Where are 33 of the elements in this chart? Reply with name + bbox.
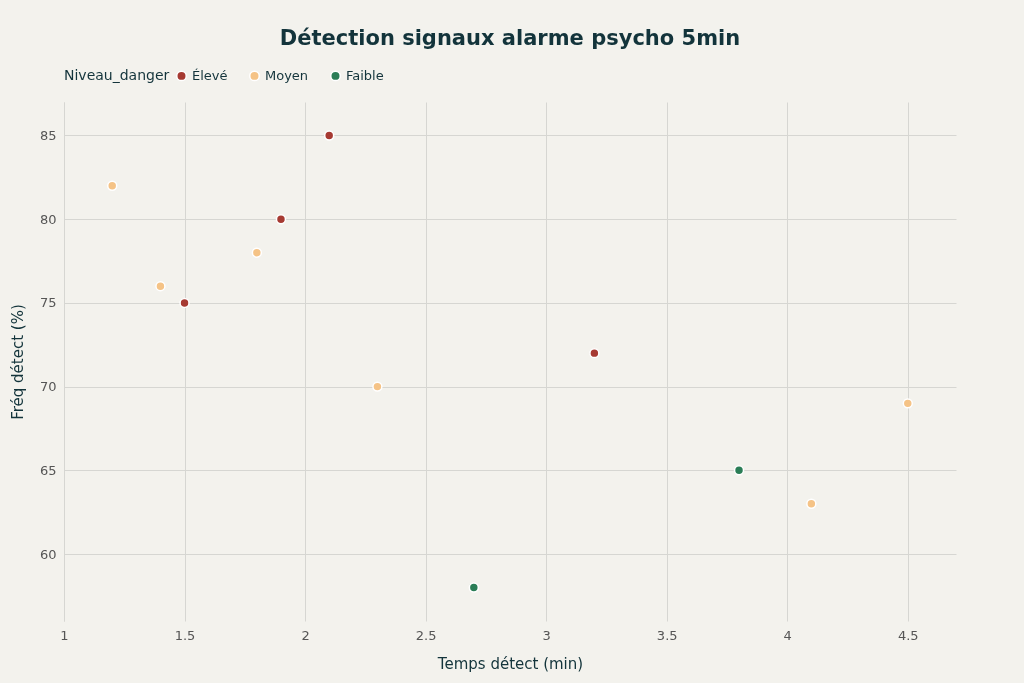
x-axis-title: Temps détect (min) xyxy=(436,654,584,673)
legend-label: Moyen xyxy=(265,67,309,83)
y-tick-label: 85 xyxy=(39,127,57,143)
y-tick-label: 65 xyxy=(39,462,57,478)
y-tick-label: 75 xyxy=(39,295,57,311)
x-tick-label: 3 xyxy=(542,627,551,643)
x-tick-label: 2.5 xyxy=(415,627,437,643)
point xyxy=(902,398,914,409)
point xyxy=(372,381,383,392)
point xyxy=(275,213,287,225)
point xyxy=(468,582,480,593)
point xyxy=(806,498,817,510)
point xyxy=(733,465,745,476)
legend-title: Niveau_danger xyxy=(64,67,170,83)
legend-label: Faible xyxy=(346,67,384,83)
legend-label: Élevé xyxy=(192,67,228,83)
x-tick-label: 3.5 xyxy=(656,627,678,643)
x-tick-label: 4.5 xyxy=(897,627,919,643)
point xyxy=(323,130,335,141)
x-tick-label: 4 xyxy=(783,627,792,643)
y-tick-label: 60 xyxy=(39,546,57,562)
x-tick-label: 2 xyxy=(301,627,310,643)
point xyxy=(179,297,190,309)
y-tick-label: 80 xyxy=(39,211,57,227)
point xyxy=(589,347,600,359)
point xyxy=(155,280,166,292)
point xyxy=(251,247,263,258)
x-tick-label: 1.5 xyxy=(174,627,196,643)
chart-title: Détection signaux alarme psycho 5min xyxy=(279,26,741,50)
y-tick-label: 70 xyxy=(39,379,57,395)
y-axis-title: Fréq détect (%) xyxy=(8,304,27,420)
x-tick-label: 1 xyxy=(60,627,69,643)
point xyxy=(106,180,118,191)
